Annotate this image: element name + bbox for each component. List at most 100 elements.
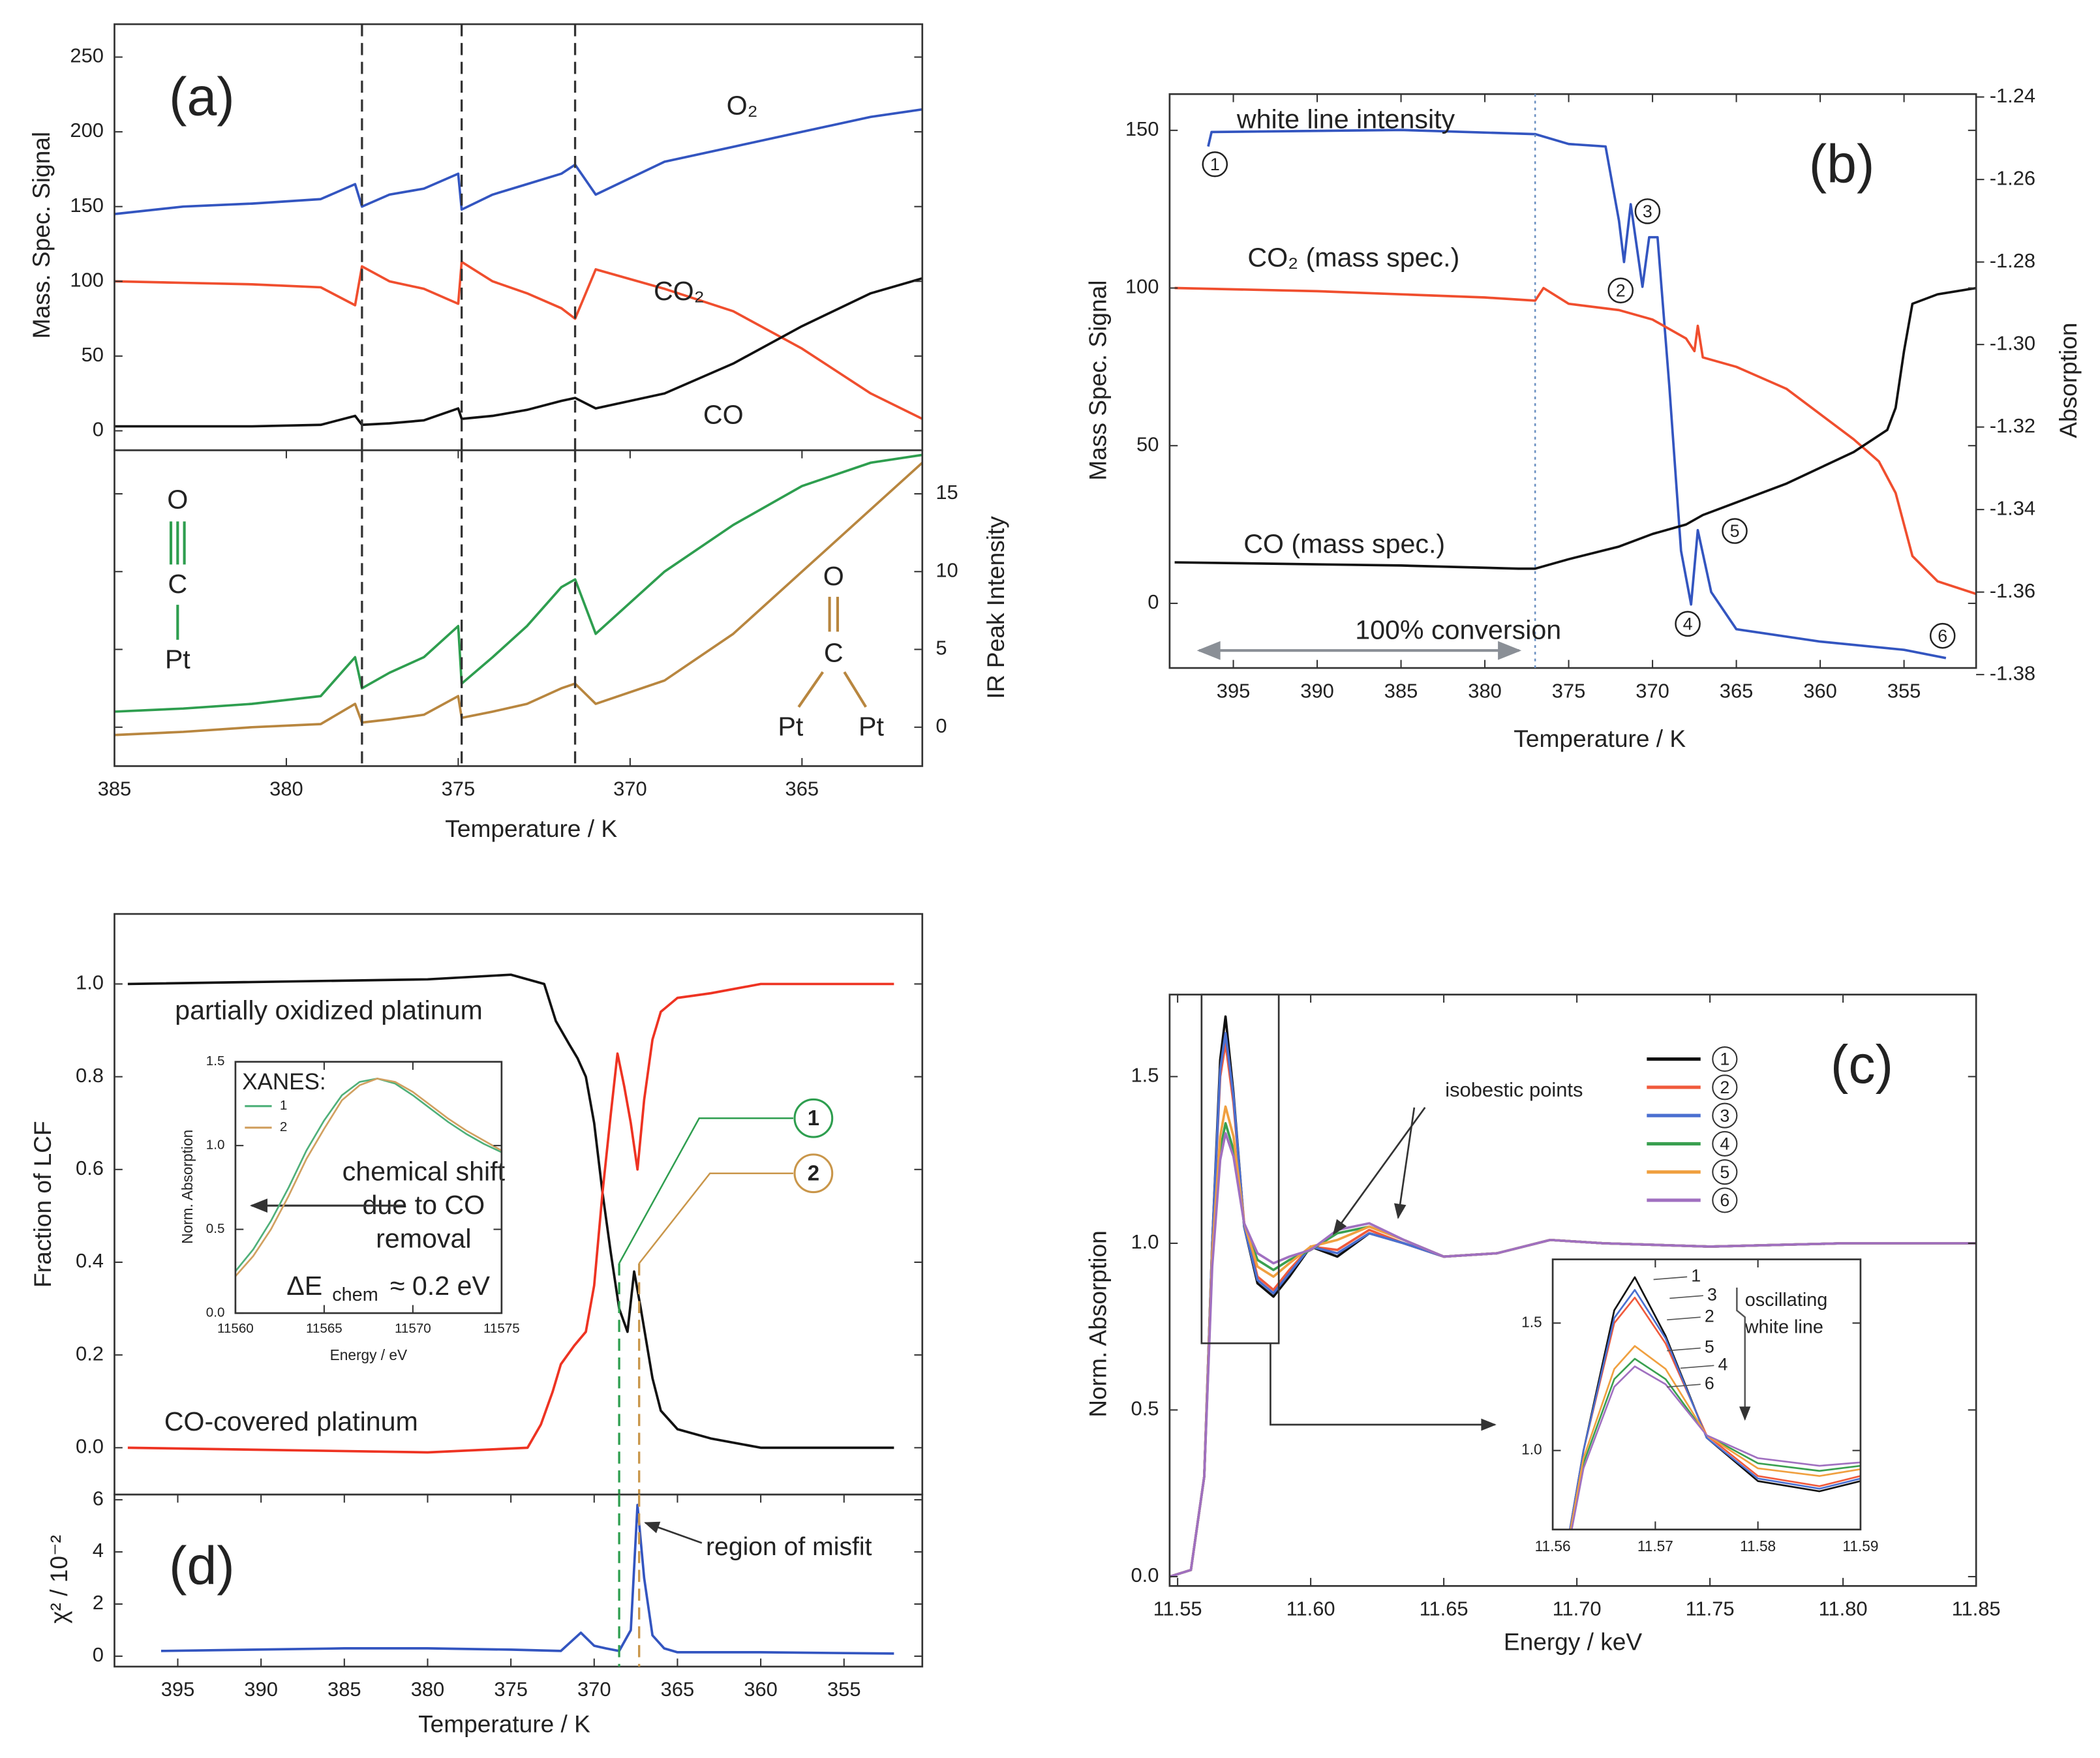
legend-circle (1712, 1159, 1738, 1185)
x-tick-label: 11.80 (1819, 1598, 1868, 1620)
y-tick-label: 150 (1125, 117, 1159, 140)
y-tick-label: 100 (70, 268, 104, 291)
x-tick-label: 365 (1720, 679, 1754, 702)
legend-label: 1 (280, 1098, 287, 1113)
x-tick-label: 395 (1217, 679, 1251, 702)
x-tick-label: 385 (98, 778, 132, 800)
annotation: isobestic points (1445, 1078, 1583, 1101)
y-tick-label: 0.6 (76, 1157, 104, 1179)
y-axis-label: IR Peak Intensity (982, 516, 1009, 699)
x-tick-label: 11.75 (1686, 1598, 1735, 1620)
plot-frame (1168, 93, 1977, 669)
series-line (1174, 286, 1977, 596)
x-tick-label: 11.59 (1842, 1538, 1878, 1554)
x-tick-label: 380 (1468, 679, 1502, 702)
legend-circle (1712, 1102, 1738, 1129)
annotation: O (167, 484, 188, 514)
x-axis-label: Temperature / K (418, 1710, 590, 1737)
y-tick-label: 5 (936, 637, 947, 659)
plot-area (127, 973, 894, 1454)
bond (843, 671, 867, 708)
legend-label: 4 (1720, 1134, 1729, 1154)
leader (1653, 1276, 1688, 1281)
plot-area (1174, 129, 1977, 659)
series-line (114, 461, 922, 736)
annotation: ≈ 0.2 eV (390, 1271, 491, 1301)
annotation: region of misfit (706, 1533, 872, 1561)
panel-label: (a) (169, 67, 235, 127)
y-tick-label: 0.5 (1131, 1397, 1159, 1420)
panel-label: (b) (1809, 134, 1875, 194)
x-tick-label: 11.57 (1637, 1538, 1673, 1554)
series-line (114, 260, 922, 420)
y-tick-label: 150 (70, 194, 104, 217)
x-tick-label: 380 (269, 778, 303, 800)
annotation: chem (332, 1284, 378, 1305)
series-line (114, 277, 922, 428)
annotation: white line (1744, 1316, 1823, 1337)
panel-label: (d) (169, 1536, 235, 1596)
series-label: CO₂ (mass spec.) (1247, 243, 1459, 273)
x-tick-label: 360 (744, 1678, 778, 1701)
series-label: CO (703, 400, 744, 430)
x-tick-label: 365 (661, 1678, 695, 1701)
x-tick-label: 11.65 (1420, 1598, 1468, 1620)
y-tick-label: 1.5 (1521, 1313, 1542, 1330)
annotation: Pt (859, 712, 884, 742)
panel-label: (c) (1831, 1035, 1893, 1095)
x-tick-label: 11.70 (1553, 1598, 1602, 1620)
y-tick-label: 10 (936, 558, 958, 581)
y-tick-label: 1.0 (1521, 1441, 1542, 1458)
legend-circle (1712, 1187, 1738, 1213)
point-label: 5 (1730, 521, 1740, 541)
annotation: Pt (165, 644, 190, 674)
y-axis-label: χ² / 10⁻² (45, 1535, 72, 1624)
leader (1667, 1347, 1701, 1352)
y-tick-label: 200 (70, 119, 104, 142)
y-tick-label: 0.0 (1131, 1564, 1159, 1586)
point-label: 1 (1210, 155, 1220, 174)
plot-area (1169, 1015, 1977, 1578)
plot-area (160, 1504, 894, 1655)
callout-circle (793, 1153, 834, 1194)
x-tick-label: 11.56 (1535, 1538, 1571, 1554)
y-tick-label: 0 (93, 418, 104, 441)
y2-tick-label: -1.24 (1990, 84, 2035, 107)
series-line (1174, 286, 1977, 570)
x-tick-label: 370 (1636, 679, 1669, 702)
point-marker (1607, 277, 1634, 304)
legend-label: 2 (1720, 1078, 1729, 1097)
plot-area (114, 453, 922, 736)
series-line (1570, 1345, 1861, 1530)
series-line (1169, 1132, 1977, 1578)
bond (797, 671, 824, 708)
y-axis-label: Mass. Spec. Signal (27, 132, 55, 339)
y-tick-label: 1.0 (206, 1138, 225, 1153)
x-tick-label: 380 (411, 1678, 445, 1701)
legend-circle (1712, 1046, 1738, 1072)
series-line (1569, 1289, 1861, 1530)
annotation: 100% conversion (1355, 614, 1561, 644)
annotation: removal (376, 1224, 472, 1254)
y-tick-label: 250 (70, 44, 104, 67)
callout-label: 2 (808, 1160, 819, 1185)
point-label: 2 (1616, 280, 1626, 300)
plot-frame (114, 1493, 924, 1668)
plot-frame (234, 1061, 503, 1314)
legend-label: 6 (1720, 1190, 1729, 1210)
series-line (160, 1504, 894, 1655)
inset-series-label: 4 (1718, 1354, 1728, 1374)
y2-axis-label: Absorption (2054, 322, 2082, 438)
plot-frame (1551, 1258, 1862, 1531)
plot-area (114, 108, 922, 428)
series-label: CO (mass spec.) (1243, 528, 1445, 558)
y-tick-label: 1.5 (1131, 1064, 1159, 1087)
x-tick-label: 370 (613, 778, 647, 800)
leader (1680, 1365, 1714, 1369)
series-line (1207, 129, 1947, 659)
y-axis-label: Fraction of LCF (29, 1121, 56, 1288)
y-tick-label: 0.8 (76, 1064, 104, 1087)
leader (1667, 1316, 1701, 1321)
legend-label: 2 (280, 1119, 287, 1134)
y2-tick-label: -1.26 (1990, 166, 2035, 189)
